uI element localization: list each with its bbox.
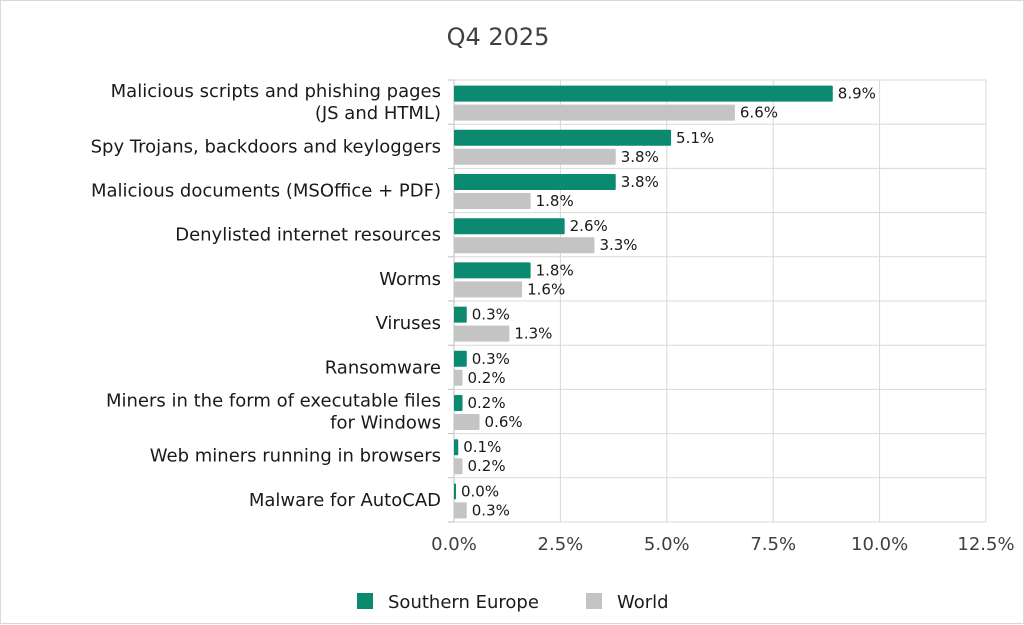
category-label: Malicious scripts and phishing pages (111, 81, 441, 102)
legend: Southern Europe World (357, 592, 669, 613)
bar-world (454, 458, 463, 475)
category-labels: Malicious scripts and phishing pages(JS … (91, 81, 441, 511)
bar-world (454, 281, 523, 298)
category-label: Worms (379, 269, 441, 290)
legend-label: Southern Europe (388, 592, 539, 613)
data-label: 0.3% (472, 501, 510, 519)
legend-swatch (357, 593, 373, 609)
data-label: 2.6% (570, 217, 608, 235)
category-label: Miners in the form of executable files (106, 391, 441, 412)
bar-world (454, 502, 467, 519)
data-label: 0.1% (463, 438, 501, 456)
category-label: Malware for AutoCAD (249, 490, 441, 511)
x-axis-ticks: 0.0% 2.5% 5.0% 7.5% 10.0% 12.5% (431, 534, 1014, 555)
category-label: Viruses (375, 313, 441, 334)
bar-southern-europe (454, 483, 456, 500)
data-label: 0.6% (485, 413, 523, 431)
legend-label: World (617, 592, 669, 613)
bar-world (454, 148, 616, 165)
data-label: 0.2% (468, 457, 506, 475)
bar-world (454, 369, 463, 386)
category-label: for Windows (330, 413, 441, 434)
chart-title: Q4 2025 (447, 23, 550, 51)
data-label: 1.8% (536, 192, 574, 210)
category-label: Spy Trojans, backdoors and keyloggers (91, 136, 441, 157)
category-label: Malicious documents (MSOffice + PDF) (91, 181, 441, 202)
category-label: Ransomware (325, 357, 441, 378)
data-label: 8.9% (838, 85, 876, 103)
data-label: 3.8% (621, 173, 659, 191)
legend-swatch (586, 593, 602, 609)
bar-southern-europe (454, 262, 531, 279)
data-label: 6.6% (740, 104, 778, 122)
data-label: 1.3% (514, 325, 552, 343)
data-label: 5.1% (676, 129, 714, 147)
category-label: Denylisted internet resources (175, 225, 441, 246)
grid-lines (448, 79, 987, 523)
bar-world (454, 193, 531, 209)
bar-southern-europe (454, 129, 672, 146)
bar-southern-europe (454, 395, 463, 411)
bar-southern-europe (454, 439, 459, 456)
data-label: 0.0% (461, 482, 499, 500)
bars: 8.9%6.6%5.1%3.8%3.8%1.8%2.6%3.3%1.8%1.6%… (454, 85, 876, 519)
data-label: 0.2% (468, 394, 506, 412)
bar-world (454, 414, 480, 430)
data-label: 3.8% (621, 148, 659, 166)
category-label: Web miners running in browsers (150, 446, 441, 467)
data-label: 1.8% (536, 261, 574, 279)
bar-southern-europe (454, 306, 467, 323)
x-tick-label: 12.5% (957, 534, 1014, 555)
bar-southern-europe (454, 350, 467, 367)
bar-southern-europe (454, 85, 833, 102)
x-tick-label: 5.0% (644, 534, 690, 555)
data-label: 1.6% (527, 280, 565, 298)
bar-world (454, 104, 735, 121)
bar-southern-europe (454, 218, 565, 235)
x-tick-label: 7.5% (750, 534, 796, 555)
data-label: 0.2% (468, 369, 506, 387)
x-tick-label: 2.5% (538, 534, 584, 555)
x-tick-label: 0.0% (431, 534, 477, 555)
data-label: 0.3% (472, 350, 510, 368)
x-tick-label: 10.0% (851, 534, 908, 555)
category-label: (JS and HTML) (315, 103, 441, 124)
data-label: 3.3% (599, 236, 637, 254)
bar-world (454, 237, 595, 254)
bar-southern-europe (454, 174, 616, 190)
bar-world (454, 325, 510, 342)
data-label: 0.3% (472, 306, 510, 324)
